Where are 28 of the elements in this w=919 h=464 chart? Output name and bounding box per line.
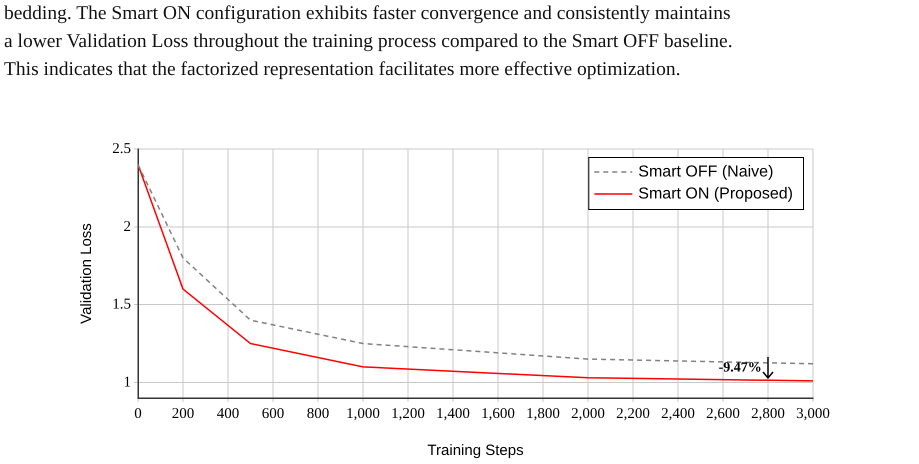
x-tick-label: 2,000 (571, 406, 605, 422)
x-tick-label: 400 (216, 406, 240, 422)
y-tick-label: 2.5 (112, 140, 131, 157)
x-tick-label: 1,600 (481, 406, 515, 422)
x-tick-label: 2,200 (616, 406, 650, 422)
y-axis-title: Validation Loss (78, 223, 96, 324)
text: This indicates that the factorized representation facilitates more effective optimization. (4, 58, 682, 82)
x-axis-title: Training Steps (427, 442, 524, 460)
annotation: -9.47% (718, 360, 762, 376)
x-tick-label: 2,600 (706, 406, 740, 422)
x-tick-label: 200 (172, 406, 194, 422)
x-tick-label: 1,800 (526, 406, 560, 422)
x-tick-label: 3,000 (796, 406, 830, 422)
x-tick-label: 1,400 (436, 406, 470, 422)
x-tick-label: 0 (134, 406, 142, 422)
legend-label: Smart ON (Proposed) (638, 185, 794, 202)
text: bedding. The Smart ON configuration exhibits faster convergence and consistently maintains (4, 2, 732, 26)
y-tick-label: 1 (124, 374, 131, 390)
y-tick-label: 1.5 (112, 296, 131, 313)
x-tick-label: 800 (306, 406, 330, 422)
x-tick-label: 1,000 (346, 406, 380, 422)
text: a lower Validation Loss throughout the training process compared to the Smart OFF baseline. (4, 30, 733, 54)
x-tick-label: 1,200 (391, 406, 425, 422)
x-tick-label: 2,800 (751, 406, 785, 422)
legend-label: Smart OFF (Naive) (638, 163, 774, 180)
y-tick-label: 2 (124, 218, 131, 235)
x-tick-label: 2,400 (661, 406, 695, 422)
x-tick-label: 600 (262, 406, 284, 422)
